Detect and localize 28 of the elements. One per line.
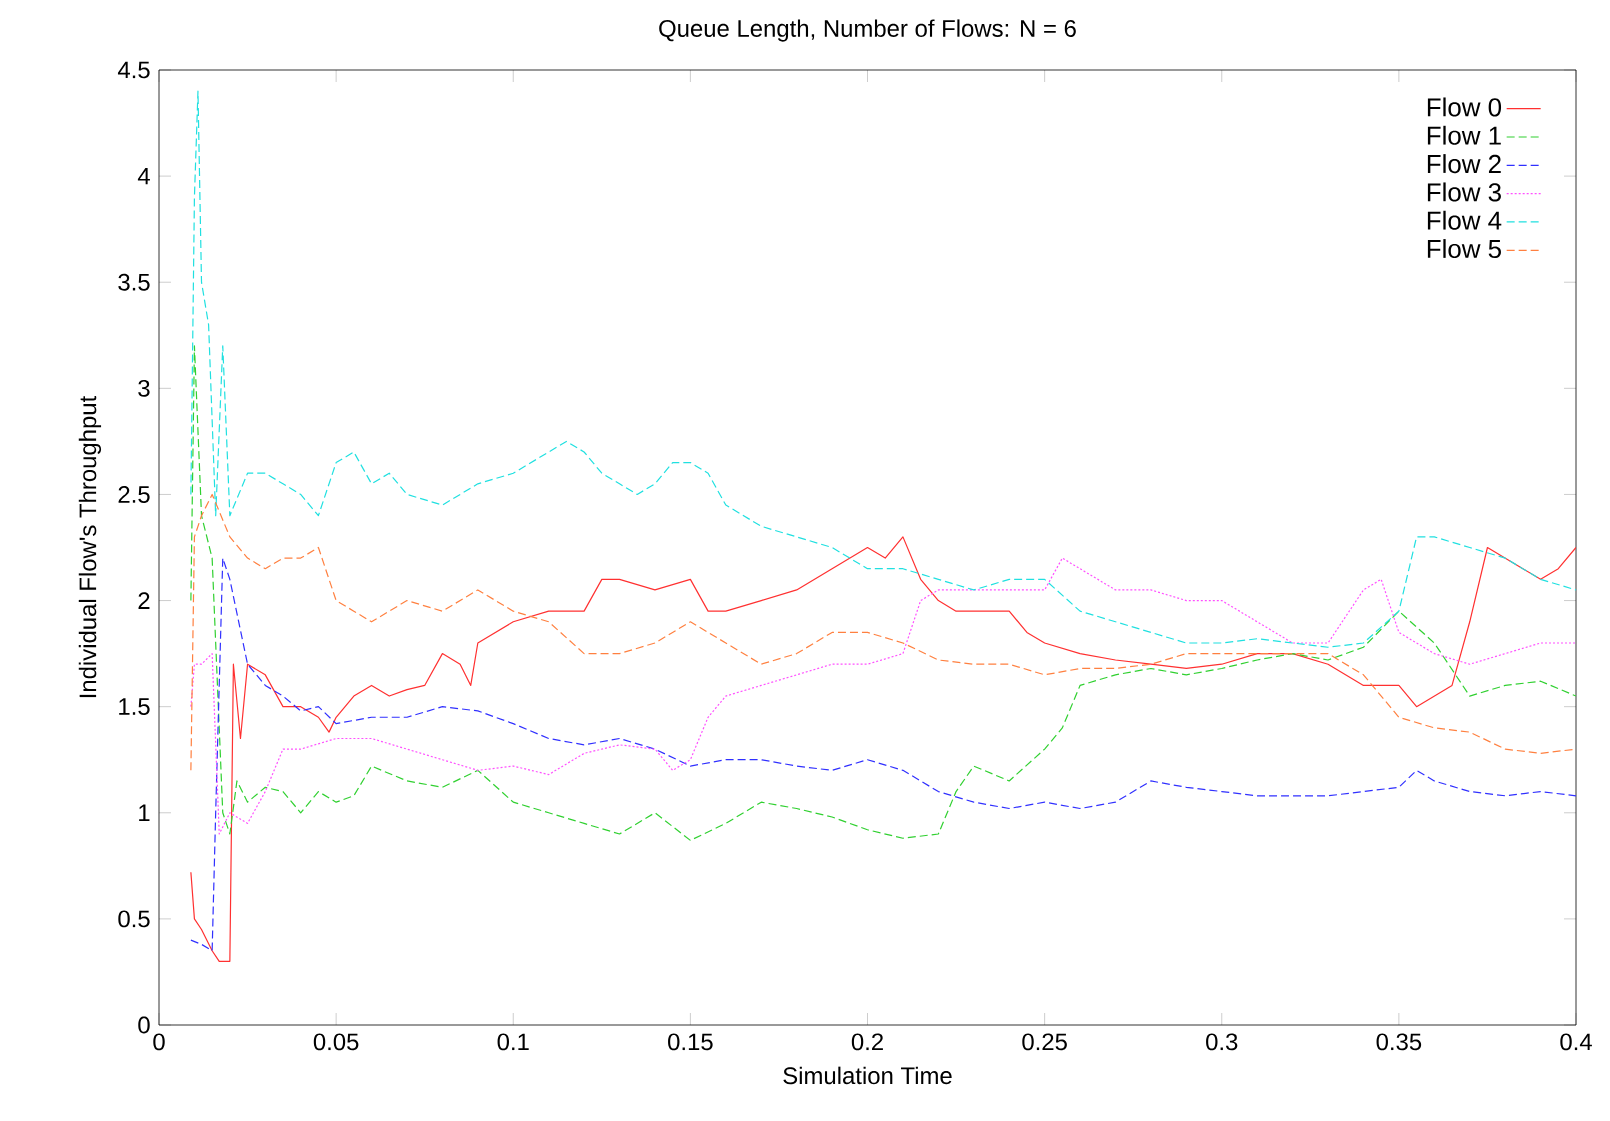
y-tick-label: 0 [138,1016,150,1034]
legend-label: Flow 3 [1427,182,1501,202]
y-tick-label: 4 [137,167,150,185]
y-tick-label: 1.5 [119,698,150,715]
y-tick-label: 3.5 [118,273,150,291]
y-tick-label: 2 [138,592,150,609]
y-tick-label: 3 [138,379,150,397]
x-tick-label: 0.2 [851,1033,883,1051]
y-axis-title: Individual Flow's Throughput [78,395,102,698]
x-tick-label: 0.3 [1206,1033,1238,1051]
y-tick-label: 2.5 [118,485,150,503]
y-tick-label: 4.5 [117,61,150,79]
x-tick-label: 0.4 [1560,1033,1592,1051]
legend-label: Flow 5 [1427,239,1501,259]
legend-label: Flow 2 [1427,154,1501,174]
chart-title: Queue Length, Number of Flows: N = 6 [659,19,1076,42]
legend-label: Flow 1 [1427,125,1501,145]
x-tick-label: 0 [153,1033,165,1051]
x-tick-label: 0.1 [497,1033,529,1051]
legend-label: Flow 4 [1427,210,1502,230]
y-tick-label: 1 [139,804,150,821]
x-tick-label: 0.35 [1376,1033,1422,1051]
x-axis-title: Simulation Time [783,1066,952,1085]
x-tick-label: 0.15 [668,1033,713,1051]
y-tick-label: 0.5 [118,910,150,928]
x-tick-label: 0.05 [313,1033,359,1051]
legend-label: Flow 0 [1427,97,1502,117]
x-tick-label: 0.25 [1022,1033,1067,1051]
